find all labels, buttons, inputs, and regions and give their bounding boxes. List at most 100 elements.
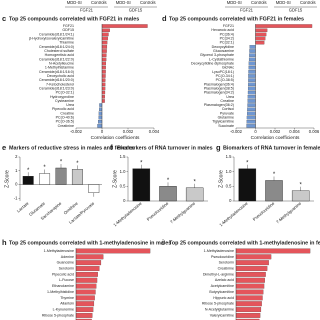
bar [238,168,257,202]
x-tick-label: 0.002 [270,129,281,134]
row-label: Ceramide(d18:1/20:0) [39,78,74,82]
row-label: Creatinine [58,124,74,128]
row-label: Glucosamine [213,49,234,53]
group-label: Controls [251,0,267,5]
group-name: FGF21 [240,8,254,13]
row-label: Ribose 5-phosphate [42,313,74,317]
bar [246,119,256,124]
row-label: Ceramide(d18:1/16:0) [39,70,74,74]
row-label: Plasmalogen(36:2) [204,103,234,107]
group-label: MDD-SI [67,0,82,5]
bar [249,49,256,53]
bar [101,53,107,57]
row-label: Plasmalogen(36:4) [204,82,234,86]
bar [159,186,177,202]
row-label: 1-Methylhistidine [47,290,74,294]
row-label: LysoPC(18:1) [212,70,234,74]
bar [247,99,256,103]
bar [249,53,256,57]
bar [248,57,256,62]
bar [101,65,106,70]
y-tick-label: -1 [14,195,18,200]
bar [98,115,103,120]
y-tick-label: 2 [15,154,18,159]
bar [75,289,96,295]
row-label: Succinate [218,124,234,128]
x-tick-label: 0.004 [289,129,300,134]
group-name: GDF15 [129,8,143,13]
bar [75,313,93,318]
bar [235,254,272,260]
row-label: PC(36:4) [220,32,234,36]
bar [88,184,100,193]
bar [101,82,106,87]
bar [75,301,95,307]
row-label: Dimethyl-L-arginine [203,272,234,276]
bar [255,36,266,41]
bar [235,301,262,307]
row-label: Deoxycholic acid [47,74,74,78]
bar [22,176,34,185]
significance: * [76,161,79,167]
group-label: MDD-SI [116,0,131,5]
bar [247,86,256,91]
row-label: N-Acetylleucine [49,61,74,65]
bar [291,190,310,202]
x-tick-label: 7-Methylguanine [275,200,302,224]
panel-title: Top 25 compounds correlated with FGF21 i… [9,16,139,22]
significance: * [140,160,143,166]
row-label: FGF21 [63,24,74,28]
bar [101,45,108,49]
row-label: Ceramide(d18:1/24:0) [39,45,74,49]
y-axis-label: Z-Score [112,170,118,188]
bar [247,103,256,107]
panel-letter: h [2,238,7,247]
row-label: GlcNAc [222,66,234,70]
bar [101,36,108,41]
row-label: Butyrylcarnitine [209,290,234,294]
bar [235,307,262,313]
panel-letter: f [110,143,113,152]
bar [235,277,265,283]
row-label: Adenine [61,255,74,259]
bar [255,32,267,37]
row-label: PC(O-40:6) [56,116,74,120]
bar [247,95,256,99]
bar [101,32,109,37]
group-label: Controls [300,0,316,5]
row-label: PC(34:2) [220,37,234,41]
row-label: Thiamine [59,41,74,45]
significance: * [43,165,46,171]
row-label: Serotonin [219,261,234,265]
bar [235,289,264,295]
bar [247,107,256,112]
row-label: GDF15 [62,28,74,32]
y-tick-label: 1.0 [226,169,232,174]
x-tick-label: Pseudouridine [252,200,276,221]
y-tick-label: 1.5 [226,154,232,159]
row-label: 1-Methyladenosine [44,249,74,253]
panel-letter: c [2,14,6,23]
bar [75,248,151,254]
panel-letter: e [2,143,6,152]
x-axis-label: Correlation coefficients [251,135,300,141]
x-tick-label: Lactate [16,200,30,213]
y-axis-label: Z-Score [4,170,10,188]
y-tick-label: 1.0 [120,169,126,174]
significance: * [27,168,30,174]
panel-title: Biomarkers of RNA turnover in males [117,145,213,151]
bar [248,61,256,66]
x-tick-label: 1-Methyladenosine [112,200,143,227]
bar [101,70,106,74]
y-tick-label: 1 [15,168,18,173]
row-label: Creatinine [218,266,234,270]
bar [235,295,263,301]
row-label: Azelaic acid [215,278,234,282]
row-label: Cysteamine [55,99,74,103]
x-tick-label: 1-Methyladenosine [218,200,249,227]
panel-title: Markers of reductive stress in males and… [9,145,135,151]
bar [75,254,104,260]
bar [75,271,98,277]
y-tick-label: 0 [123,198,126,203]
row-label: 1-Methyladenosine [204,249,234,253]
